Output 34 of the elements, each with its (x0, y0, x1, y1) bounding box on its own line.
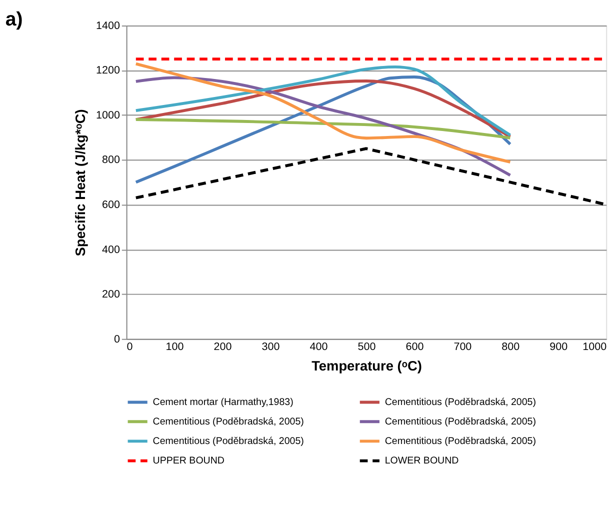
legend-label: Cementitious (Poděbradská, 2005) (384, 416, 536, 428)
x-tick-label: 700 (454, 341, 472, 354)
y-tick-label: 1200 (96, 64, 120, 77)
line-series (134, 65, 512, 137)
line-series (134, 118, 512, 140)
y-tick-label: 400 (102, 244, 120, 256)
line-series (134, 62, 512, 164)
legend-label: Cement mortar (Harmathy,1983) (152, 397, 294, 408)
chart-title: a) (5, 8, 23, 31)
line-series (134, 80, 512, 138)
y-tick-label: 1000 (96, 109, 120, 122)
x-tick-label: 100 (166, 341, 184, 354)
legend-label: Cementitious (Poděbradská, 2005) (384, 397, 536, 408)
legend-label: UPPER BOUND (152, 456, 225, 467)
y-tick-label: 200 (102, 288, 120, 301)
y-tick-label: 1400 (96, 20, 120, 32)
x-tick-label: 300 (262, 341, 280, 354)
legend-label: Cementitious (Poděbradská, 2005) (152, 416, 304, 428)
x-tick-label: 0 (126, 341, 133, 354)
x-tick-label: 500 (358, 341, 376, 354)
legend-label: Cementitious (Poděbradská, 2005) (384, 436, 536, 448)
legend-label: LOWER BOUND (384, 456, 459, 467)
x-axis-title: Temperature (ᵒC) (312, 358, 422, 374)
y-tick-label: 800 (102, 154, 120, 166)
y-tick-label: 600 (102, 199, 120, 212)
x-tick-label: 400 (310, 341, 328, 354)
y-tick-label: 0 (114, 333, 120, 346)
legend-label: Cementitious (Poděbradská, 2005) (152, 436, 304, 448)
y-axis-title: Specific Heat (J/kg*ᵒC) (73, 109, 88, 256)
x-tick-label: 200 (214, 341, 232, 354)
x-tick-label: 800 (502, 341, 520, 354)
x-tick-label: 1000 (582, 341, 607, 354)
x-tick-label: 900 (550, 341, 568, 354)
x-tick-label: 600 (406, 341, 424, 354)
